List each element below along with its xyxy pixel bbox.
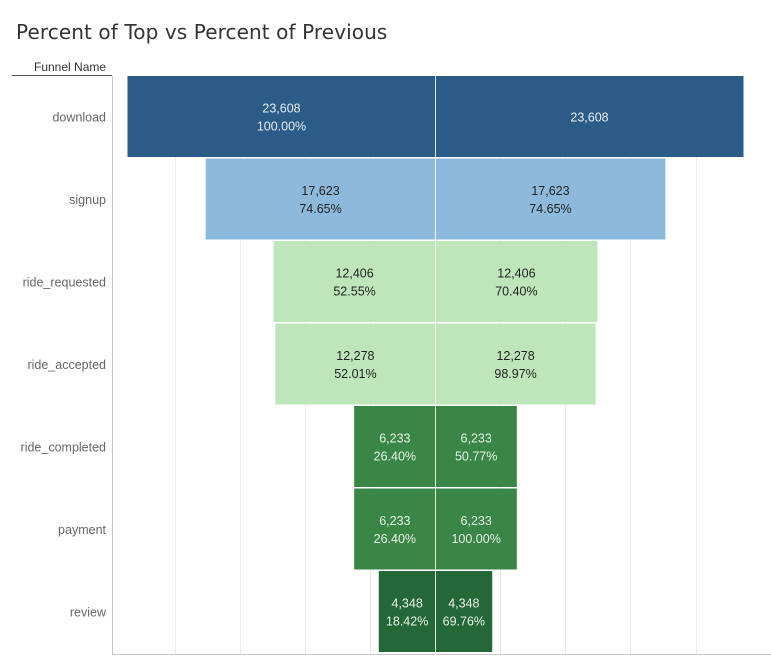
bar-right-review [435,571,493,652]
bar-right-ride_accepted [435,323,596,405]
percent-label: 52.01% [334,367,376,381]
bar-right-payment [435,488,517,570]
chart-title: Percent of Top vs Percent of Previous [16,20,388,44]
count-label: 12,278 [336,349,374,363]
row-header-label: Funnel Name [34,60,107,74]
bar-left-payment [354,488,436,570]
category-labels: download signup ride_requested ride_accepte… [21,110,107,619]
percent-label: 100.00% [451,532,500,546]
bar-left-ride_requested [273,241,436,322]
count-label: 12,406 [335,266,373,280]
percent-label: 74.65% [529,202,571,216]
bar-right-ride_requested [435,241,598,322]
category-label: download [52,110,106,124]
bar-left-review [378,571,436,652]
count-label: 6,233 [379,514,410,528]
bars: 23,608 100.00% 23,608 17,623 74.65% 17,623 74.… [127,76,744,652]
category-label: ride_accepted [27,358,106,372]
bar-left-ride_accepted [275,323,436,405]
count-label: 6,233 [461,431,492,445]
bar-left-ride_completed [354,406,436,487]
bar-right-signup [435,158,666,240]
bar-right-download [435,76,744,157]
percent-label: 18.42% [386,614,428,628]
count-label: 6,233 [379,431,410,445]
percent-label: 70.40% [495,284,537,298]
count-label: 12,278 [496,349,534,363]
count-label: 23,608 [570,110,608,124]
category-label: review [70,605,107,619]
percent-label: 50.77% [455,449,497,463]
percent-label: 74.65% [299,202,341,216]
bar-right-ride_completed [435,406,517,487]
percent-label: 26.40% [374,532,416,546]
count-label: 12,406 [497,266,535,280]
bar-left-signup [205,158,436,240]
percent-label: 98.97% [494,367,536,381]
bar-left-download [127,76,436,157]
header-rule [12,75,112,76]
percent-label: 26.40% [374,449,416,463]
category-label: payment [58,523,106,537]
count-label: 17,623 [301,184,339,198]
percent-label: 69.76% [443,614,485,628]
category-label: ride_completed [21,440,107,454]
percent-label: 52.55% [333,284,375,298]
count-label: 17,623 [531,184,569,198]
count-label: 23,608 [262,101,300,115]
count-label: 4,348 [391,596,422,610]
count-label: 6,233 [461,514,492,528]
category-label: ride_requested [23,275,106,289]
percent-label: 100.00% [257,119,306,133]
category-label: signup [69,193,106,207]
count-label: 4,348 [448,596,479,610]
